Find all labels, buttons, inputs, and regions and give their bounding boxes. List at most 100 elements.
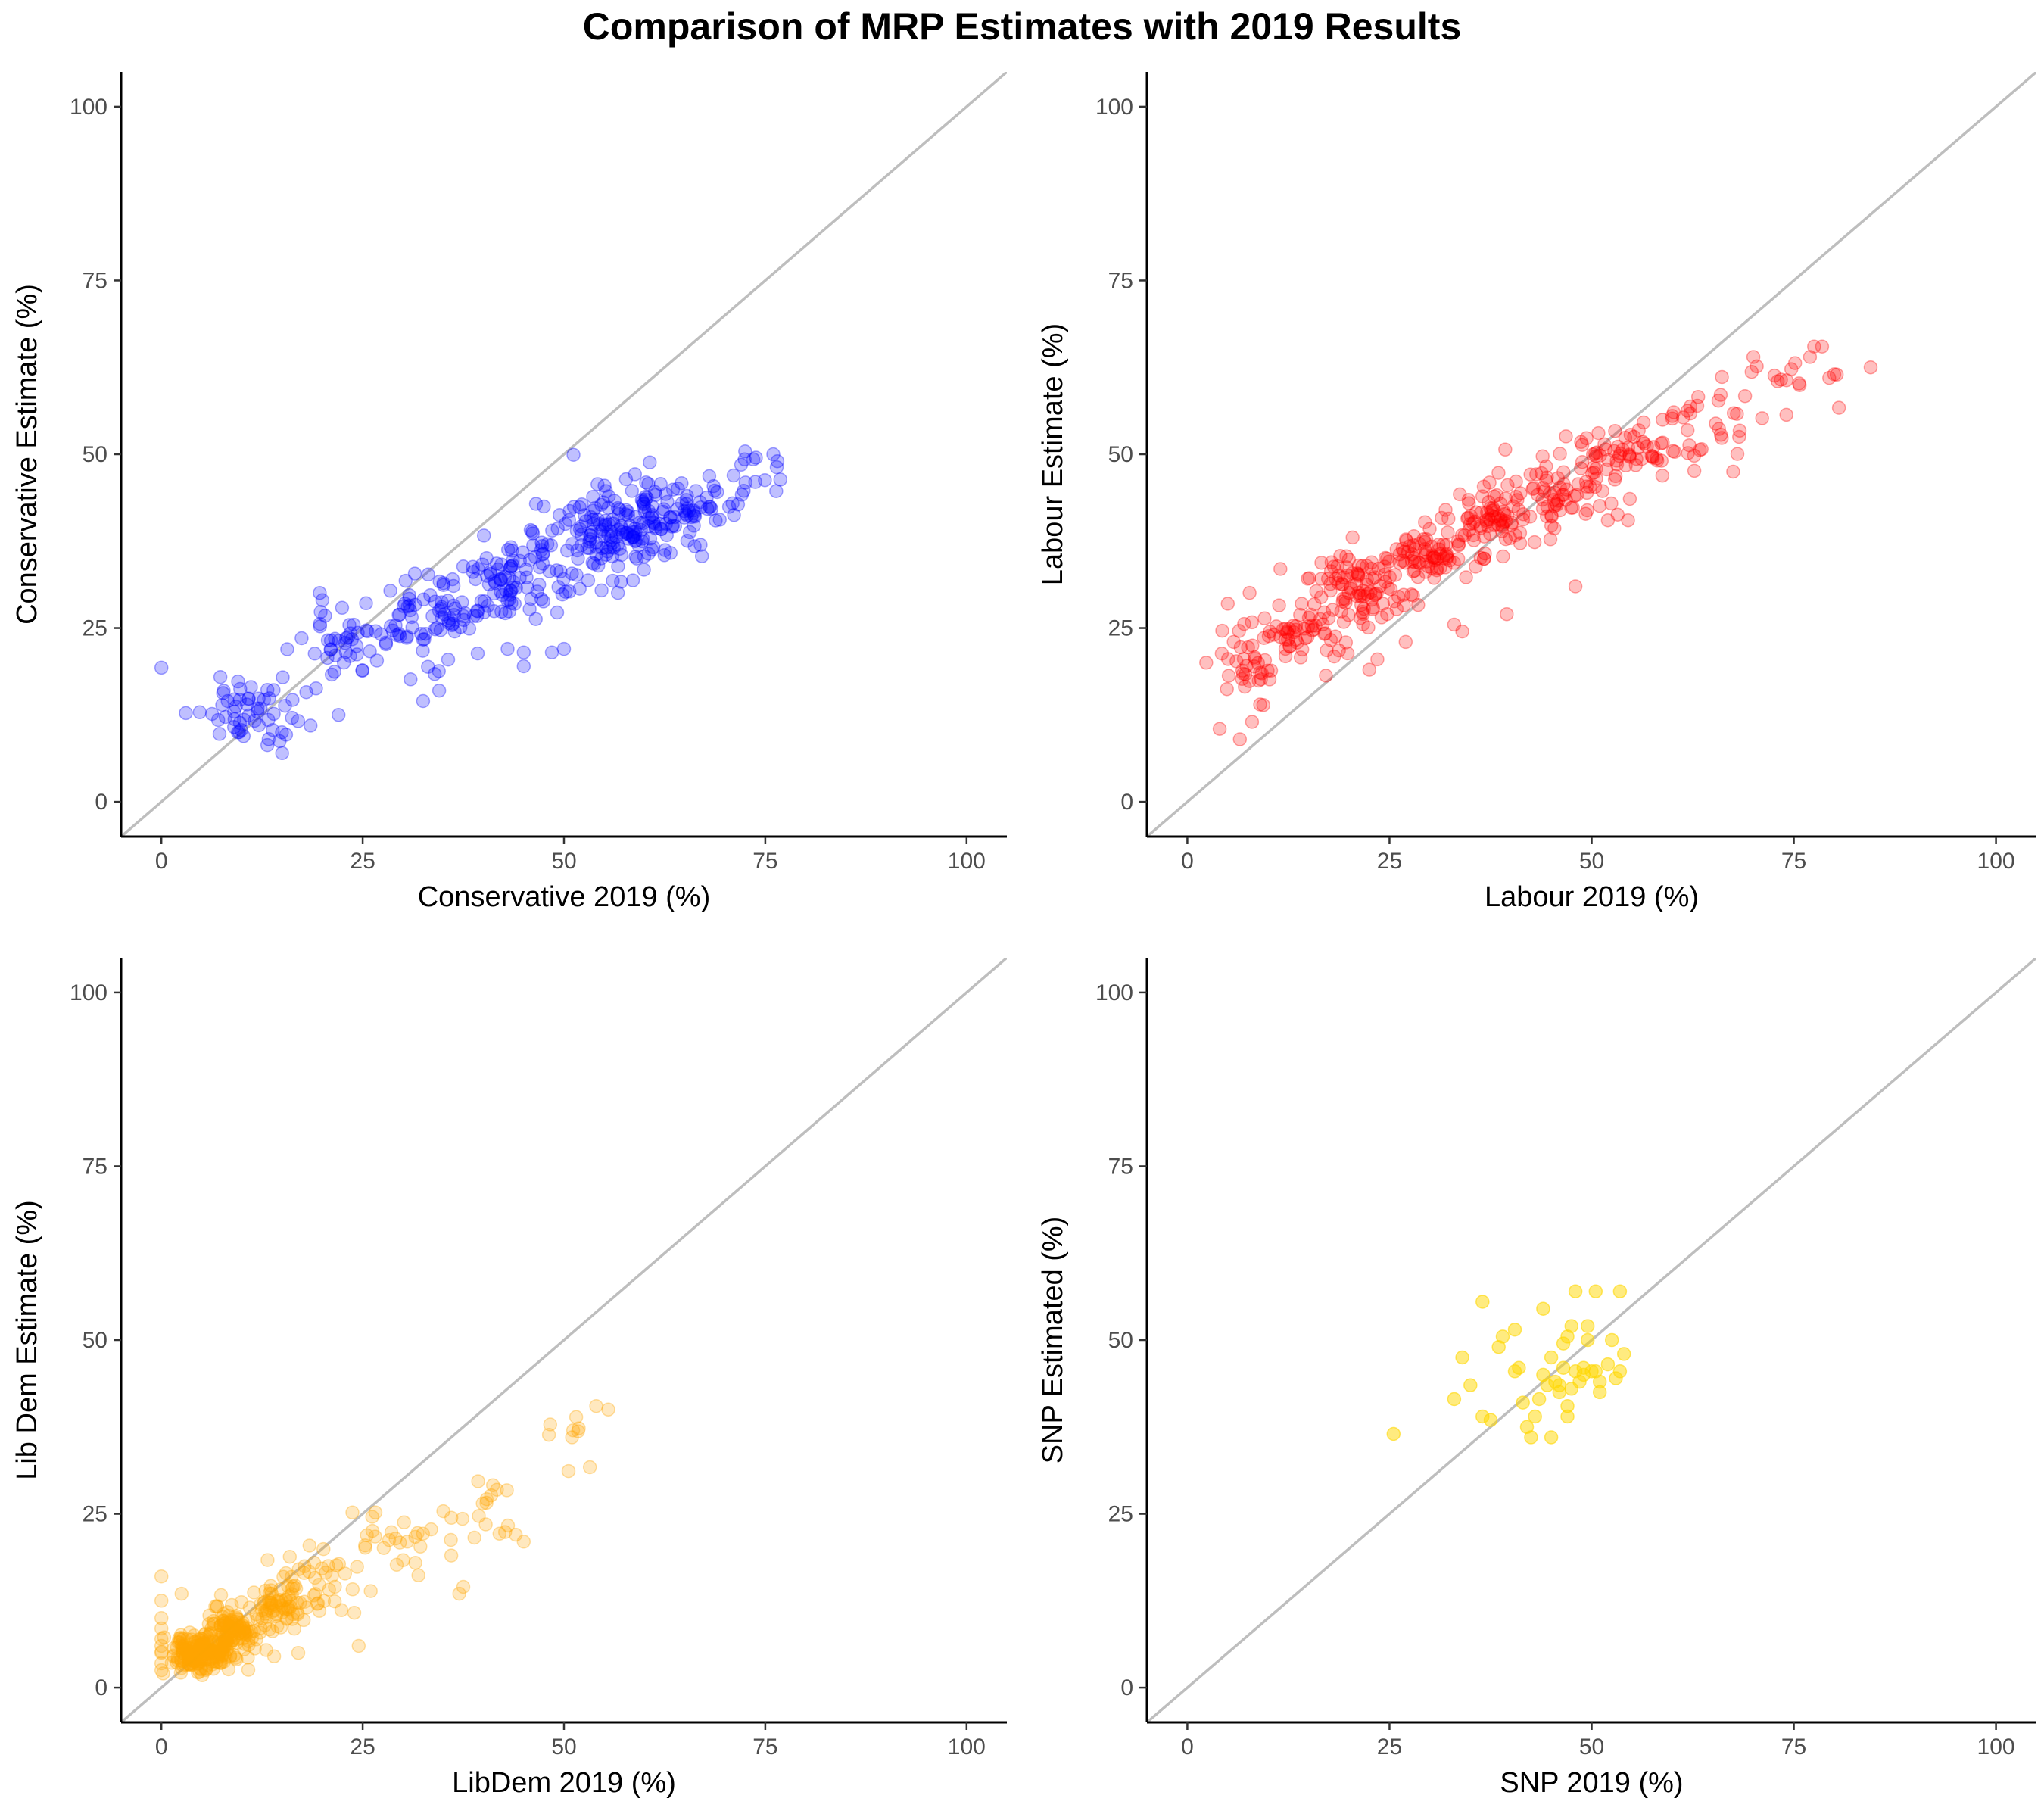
- data-point: [1654, 436, 1669, 450]
- data-point: [183, 1650, 198, 1666]
- data-point: [500, 1483, 514, 1498]
- data-point: [1435, 510, 1449, 525]
- data-point: [471, 562, 485, 576]
- data-point: [402, 591, 416, 606]
- data-point: [1295, 642, 1310, 657]
- data-point: [1459, 570, 1473, 584]
- data-point: [173, 1632, 188, 1647]
- data-point: [1589, 471, 1603, 486]
- data-point: [193, 1654, 208, 1669]
- data-point: [1351, 585, 1366, 600]
- data-point: [385, 623, 400, 638]
- data-point: [290, 1605, 305, 1620]
- data-point: [217, 1647, 232, 1663]
- data-point: [1613, 446, 1628, 461]
- data-point: [266, 1597, 280, 1612]
- data-point: [1309, 584, 1323, 599]
- y-tick-label: 75: [1108, 268, 1133, 293]
- data-point: [1349, 576, 1363, 591]
- data-point: [500, 594, 515, 608]
- data-point: [1586, 460, 1601, 475]
- data-point: [203, 1626, 217, 1641]
- data-point: [345, 1582, 360, 1597]
- data-point: [1513, 486, 1528, 500]
- x-axis-title: LibDem 2019 (%): [452, 1767, 676, 1799]
- data-point: [238, 1624, 252, 1639]
- data-point: [156, 1666, 170, 1681]
- data-point: [453, 619, 468, 634]
- y-tick-label: 25: [83, 1502, 107, 1527]
- data-point: [582, 535, 597, 549]
- data-point: [294, 631, 309, 646]
- data-point: [590, 513, 605, 527]
- data-point: [279, 1592, 294, 1607]
- y-axis-title: SNP Estimated (%): [1037, 1217, 1069, 1464]
- data-point: [1556, 1360, 1571, 1375]
- data-point: [154, 1594, 169, 1608]
- data-point: [565, 566, 579, 581]
- data-point: [220, 1643, 235, 1657]
- data-point: [535, 547, 550, 562]
- data-point: [1273, 562, 1288, 576]
- data-point: [1377, 559, 1392, 574]
- data-point: [199, 1662, 213, 1676]
- data-point: [634, 493, 650, 507]
- data-point: [637, 504, 653, 519]
- data-point: [186, 1635, 201, 1650]
- data-point: [1293, 607, 1307, 622]
- data-point: [232, 1625, 247, 1641]
- data-point: [638, 489, 653, 504]
- data-point: [601, 527, 615, 542]
- data-point: [210, 712, 226, 728]
- data-point: [594, 583, 609, 598]
- data-point: [260, 1603, 275, 1617]
- data-point: [1360, 572, 1374, 587]
- data-point: [218, 1616, 232, 1630]
- data-point: [659, 528, 675, 543]
- data-point: [1579, 479, 1594, 494]
- data-point: [663, 510, 678, 525]
- data-point: [1646, 440, 1661, 454]
- data-point: [266, 1649, 282, 1664]
- data-point: [251, 701, 265, 716]
- data-point: [283, 1600, 298, 1614]
- data-point: [173, 1666, 189, 1680]
- data-point: [1350, 566, 1365, 581]
- data-point: [1374, 610, 1389, 625]
- data-point: [1463, 516, 1478, 531]
- data-point: [738, 444, 752, 459]
- data-point: [186, 1647, 201, 1662]
- data-point: [1629, 451, 1644, 466]
- data-point: [1655, 468, 1670, 483]
- data-point: [1304, 619, 1320, 633]
- data-point: [201, 1616, 217, 1632]
- data-point: [301, 1564, 316, 1579]
- data-point: [207, 1644, 223, 1660]
- data-point: [452, 1586, 466, 1601]
- data-point: [1524, 1430, 1538, 1445]
- data-point: [773, 472, 788, 487]
- data-point: [233, 1619, 248, 1634]
- data-point: [207, 1635, 222, 1650]
- data-point: [594, 497, 609, 512]
- data-point: [1636, 415, 1651, 430]
- data-point: [197, 1636, 211, 1651]
- data-point: [1477, 529, 1491, 544]
- data-point: [194, 1632, 208, 1646]
- data-point: [181, 1656, 196, 1672]
- data-point: [1319, 669, 1333, 683]
- data-point: [225, 1633, 239, 1648]
- data-point: [1262, 672, 1277, 687]
- data-point: [1378, 550, 1393, 566]
- data-point: [436, 575, 450, 591]
- x-tick-label: 75: [752, 849, 777, 874]
- data-point: [187, 1654, 202, 1669]
- data-point: [272, 1595, 287, 1610]
- data-point: [1483, 1413, 1498, 1427]
- data-point: [350, 1560, 364, 1574]
- data-point: [1251, 656, 1266, 671]
- data-point: [606, 535, 621, 550]
- data-point: [1254, 666, 1270, 681]
- data-point: [313, 585, 327, 600]
